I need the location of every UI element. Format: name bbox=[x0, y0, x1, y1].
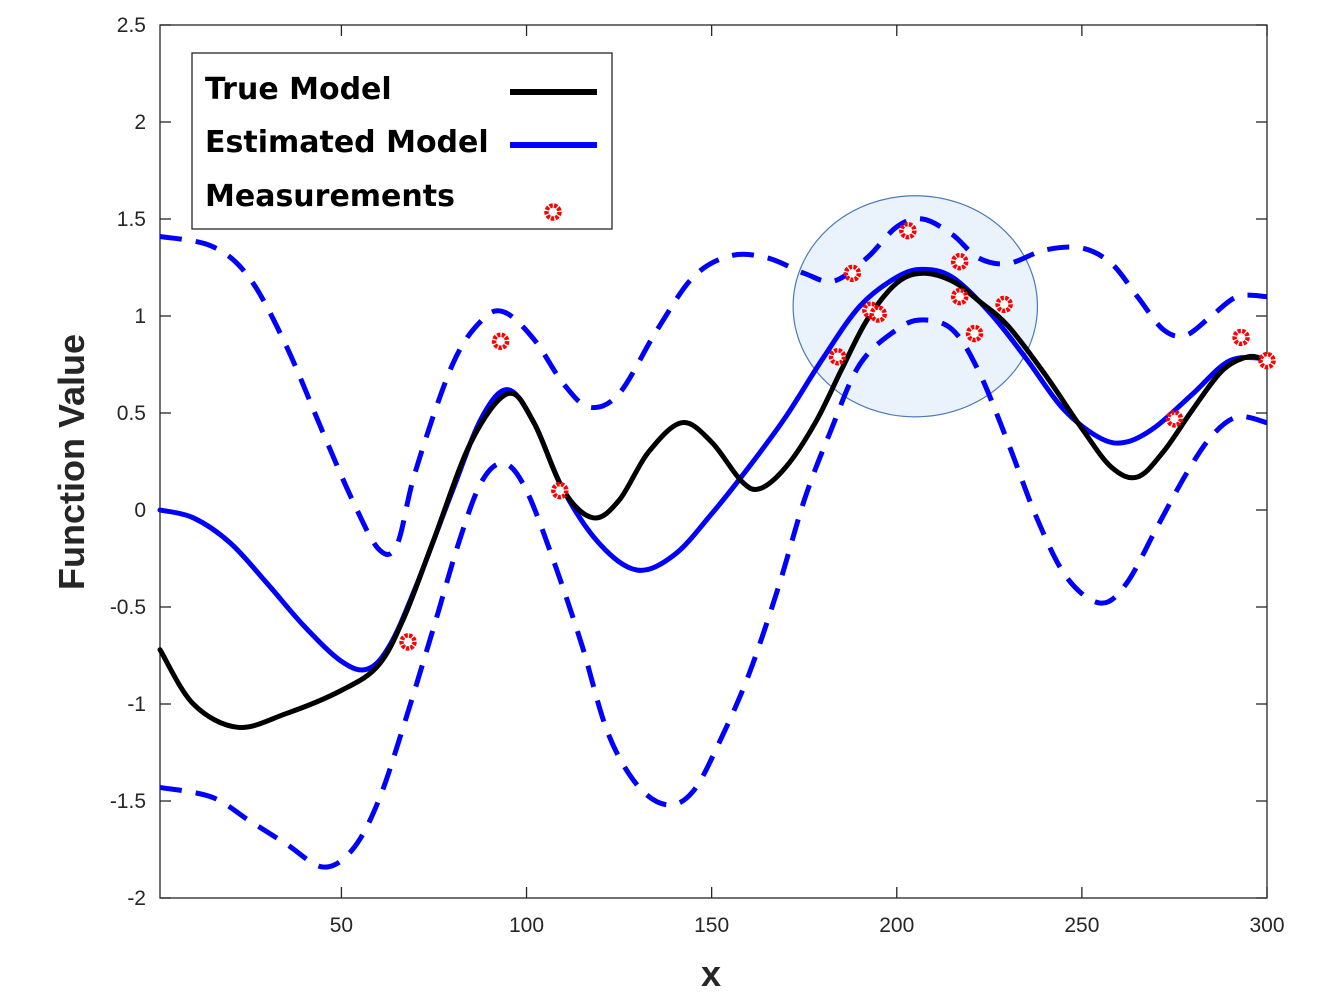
y-tick-label: 1.5 bbox=[117, 208, 146, 231]
y-tick-label: -2 bbox=[127, 887, 146, 910]
x-tick-label: 200 bbox=[879, 914, 914, 937]
measurement-markers bbox=[399, 221, 1276, 651]
x-tick-label: 250 bbox=[1064, 914, 1099, 937]
measurement-point bbox=[995, 295, 1013, 314]
measurement-point bbox=[551, 481, 569, 500]
measurement-point bbox=[399, 633, 417, 651]
x-tick-label: 300 bbox=[1249, 914, 1284, 937]
axes: 50 100 150 200 250 300 -2 -1.5 -1 -0.5 0 0.5 1 1.5 2 2.… bbox=[110, 14, 1285, 937]
series-line-estimated-model bbox=[157, 266, 1270, 673]
measurement-point bbox=[491, 332, 510, 350]
measurement-point bbox=[1232, 328, 1250, 347]
series-line-true-model bbox=[157, 270, 1270, 730]
series-layer bbox=[157, 216, 1270, 870]
legend: True Model Estimated Model Measurements bbox=[191, 52, 613, 230]
x-axis-title: x bbox=[701, 953, 721, 994]
x-tick-label: 50 bbox=[330, 914, 353, 937]
y-tick-label: 2 bbox=[134, 111, 146, 134]
y-axis-title: Function Value bbox=[51, 334, 92, 590]
measurement-point bbox=[828, 347, 847, 366]
y-tick-label: 0 bbox=[134, 499, 146, 522]
x-tick-label: 100 bbox=[509, 914, 544, 937]
y-tick-label: 0.5 bbox=[117, 402, 146, 425]
measurement-point bbox=[965, 324, 984, 343]
measurement-point bbox=[1165, 410, 1184, 428]
measurement-point bbox=[950, 252, 969, 271]
measurement-point bbox=[899, 221, 917, 240]
y-tick-label: -1 bbox=[127, 693, 146, 716]
legend-marker-swatch bbox=[544, 203, 562, 221]
series-line-upper-bound bbox=[159, 216, 1268, 557]
measurement-point bbox=[1258, 351, 1276, 370]
legend-label: True Model bbox=[205, 72, 392, 107]
measurement-point bbox=[950, 287, 969, 306]
y-tick-label: -0.5 bbox=[110, 596, 146, 619]
legend-box bbox=[191, 52, 613, 230]
plot-frame bbox=[159, 24, 1268, 899]
legend-label: Measurements bbox=[205, 179, 455, 214]
legend-label: Estimated Model bbox=[205, 125, 489, 160]
y-tick-label: -1.5 bbox=[110, 790, 146, 813]
measurement-point bbox=[843, 264, 862, 283]
y-tick-label: 2.5 bbox=[117, 14, 146, 37]
series-line-lower-bound bbox=[159, 317, 1268, 870]
x-tick-label: 150 bbox=[694, 914, 729, 937]
measurement-point bbox=[869, 305, 888, 323]
y-tick-label: 1 bbox=[134, 305, 146, 328]
